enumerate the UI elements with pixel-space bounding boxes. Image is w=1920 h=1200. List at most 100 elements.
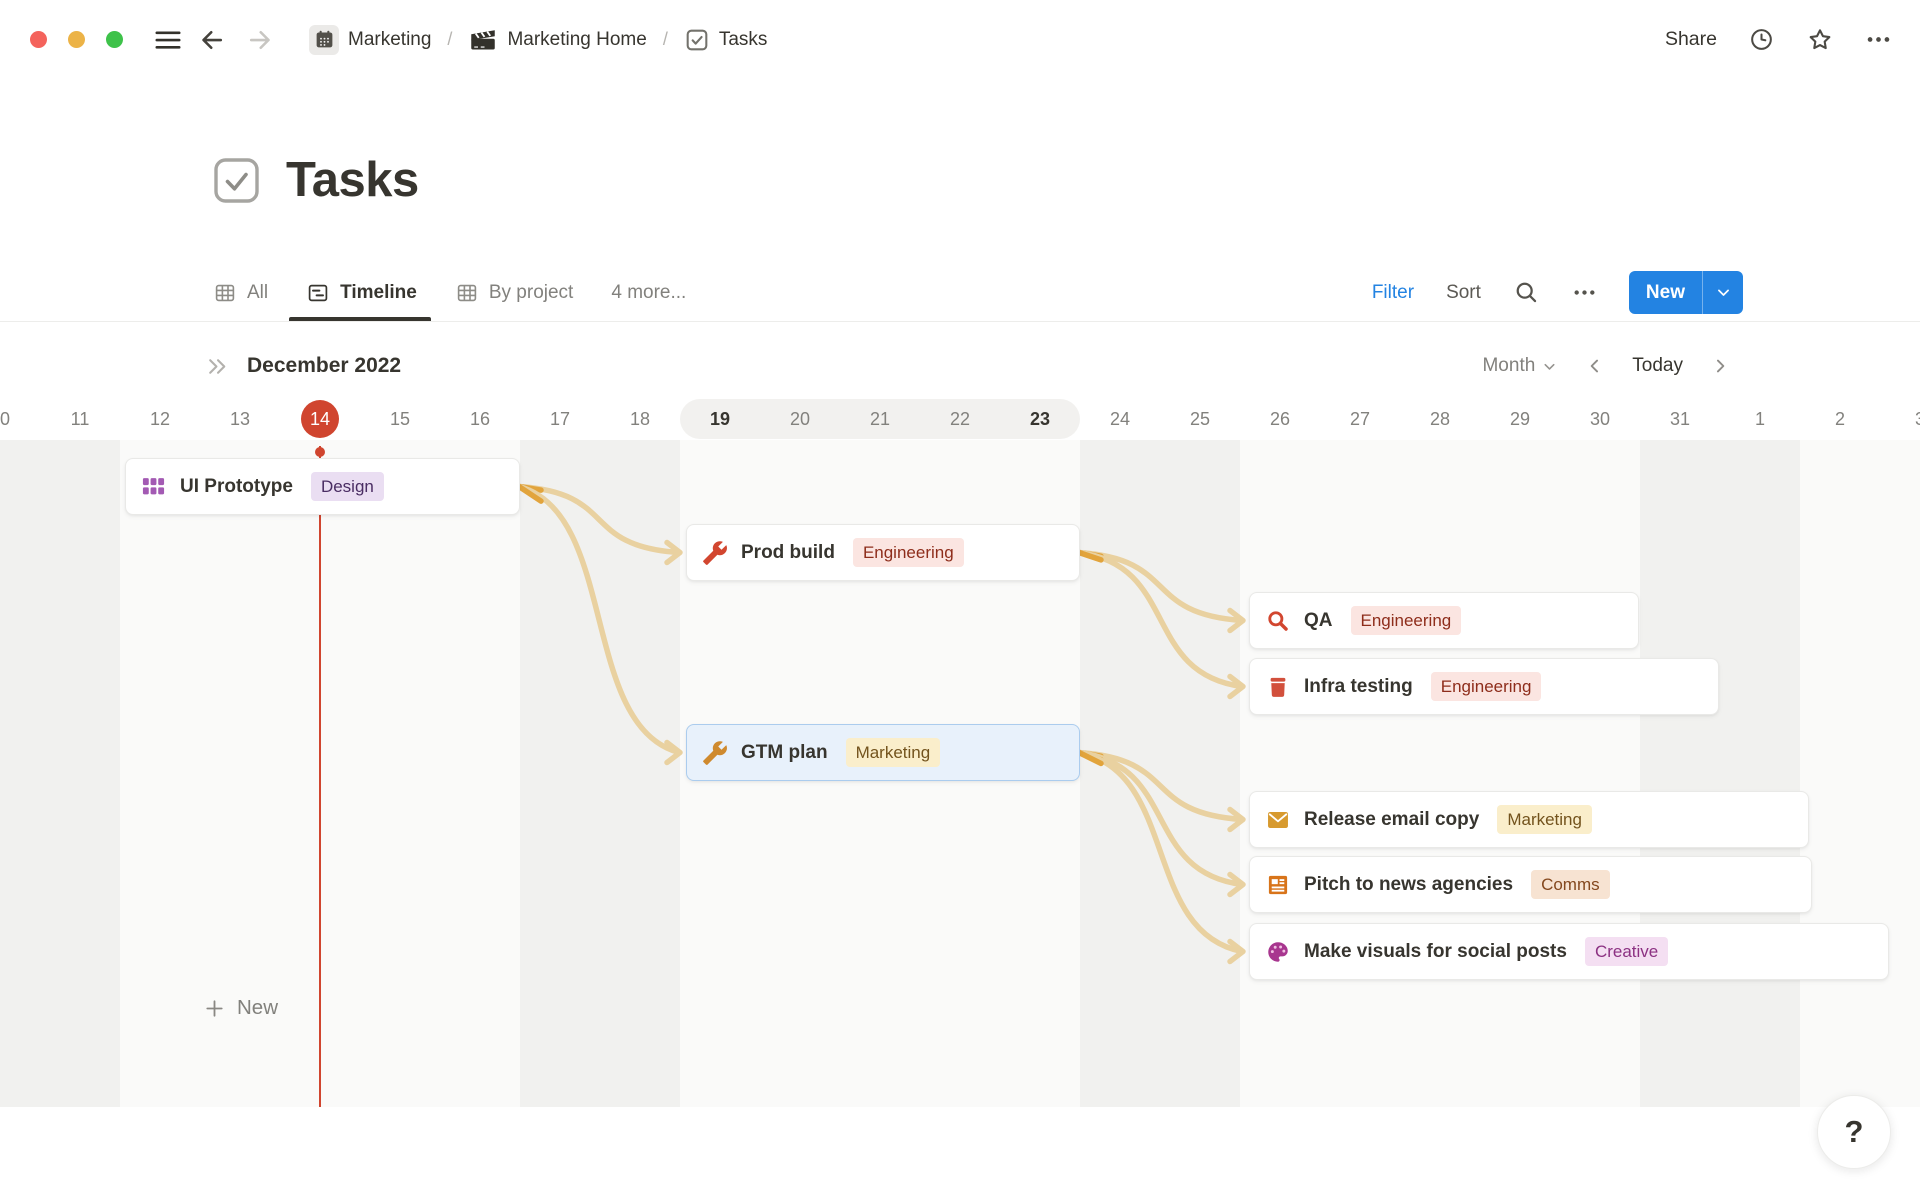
- team-badge: Engineering: [1430, 672, 1542, 701]
- star-icon[interactable]: [1806, 26, 1834, 54]
- task-card-release-email-copy[interactable]: Release email copy Marketing: [1249, 791, 1809, 848]
- help-button-label: ?: [1844, 1114, 1864, 1149]
- tab-4-more[interactable]: 4 more...: [611, 264, 686, 321]
- date-cell: 28: [1429, 409, 1451, 429]
- tab-all[interactable]: All: [213, 264, 268, 321]
- tabs-divider: [0, 321, 1920, 322]
- tab-label: Timeline: [340, 281, 417, 303]
- zoom-window-button[interactable]: [106, 31, 123, 48]
- breadcrumb-item-tasks[interactable]: Tasks: [680, 24, 772, 56]
- task-title: Make visuals for social posts: [1304, 940, 1567, 962]
- task-card-pitch-to-news-agencies[interactable]: Pitch to news agencies Comms: [1249, 856, 1812, 913]
- today-marker-dot: [315, 447, 325, 457]
- view-tabs: All Timeline By project 4 more...: [213, 264, 686, 321]
- search-icon[interactable]: [1513, 279, 1540, 306]
- weekend-column-shading: [1080, 440, 1240, 1107]
- window-controls: [30, 31, 123, 48]
- chevron-down-icon: [1541, 358, 1558, 375]
- page-title: Tasks: [286, 153, 419, 207]
- team-badge: Marketing: [845, 738, 941, 767]
- date-cell: 23: [1029, 409, 1051, 429]
- page-checkbox-icon[interactable]: [212, 156, 261, 205]
- date-cell: 30: [1589, 409, 1611, 429]
- today-marker-line: [319, 446, 321, 1107]
- double-chevron-right-icon[interactable]: [205, 354, 230, 379]
- date-cell: 16: [469, 409, 491, 429]
- minimize-window-button[interactable]: [68, 31, 85, 48]
- date-cell-today: 14: [301, 400, 339, 438]
- date-cell: 20: [789, 409, 811, 429]
- task-title: GTM plan: [741, 741, 828, 763]
- date-cell: 24: [1109, 409, 1131, 429]
- new-task-row-button[interactable]: New: [203, 996, 278, 1020]
- chevron-right-icon[interactable]: [1710, 356, 1730, 376]
- mail-icon: [1264, 806, 1291, 833]
- tab-label: 4 more...: [611, 281, 687, 303]
- sort-button[interactable]: Sort: [1446, 281, 1481, 303]
- task-title: QA: [1304, 609, 1333, 631]
- palette-icon: [1264, 938, 1291, 965]
- news-icon: [1264, 871, 1291, 898]
- date-cell: 2: [1834, 409, 1845, 429]
- tab-timeline[interactable]: Timeline: [289, 264, 431, 321]
- date-cell: 1: [1754, 409, 1765, 429]
- help-button[interactable]: ?: [1817, 1095, 1891, 1169]
- task-card-make-visuals-for-social-posts[interactable]: Make visuals for social posts Creative: [1249, 923, 1889, 980]
- more-options-icon[interactable]: [1865, 26, 1892, 53]
- date-cell: 12: [149, 409, 171, 429]
- task-card-qa[interactable]: QA Engineering: [1249, 592, 1639, 649]
- checkbox-icon: [684, 27, 710, 53]
- box-icon: [1264, 673, 1291, 700]
- table-icon: [455, 281, 479, 305]
- date-cell: 13: [229, 409, 251, 429]
- date-cell: 26: [1269, 409, 1291, 429]
- team-badge: Design: [310, 472, 384, 501]
- date-cell: 18: [629, 409, 651, 429]
- sidebar-menu-icon[interactable]: [153, 25, 183, 55]
- task-card-infra-testing[interactable]: Infra testing Engineering: [1249, 658, 1719, 715]
- clapperboard-icon: [468, 25, 498, 55]
- breadcrumb: Marketing / Marketing Home / Tasks: [305, 22, 771, 58]
- date-cell: 10: [0, 409, 11, 429]
- tab-label: By project: [488, 281, 574, 303]
- today-button[interactable]: Today: [1632, 355, 1683, 376]
- window-titlebar: Marketing / Marketing Home / Tasks Share: [0, 0, 1920, 79]
- breadcrumb-label: Marketing: [348, 28, 432, 50]
- date-cell: 31: [1669, 409, 1691, 429]
- timeline-dates-row: 1011121314151617181920212223242526272829…: [0, 398, 1920, 440]
- filter-button[interactable]: Filter: [1371, 281, 1415, 303]
- clock-icon[interactable]: [1748, 26, 1775, 53]
- share-button[interactable]: Share: [1664, 28, 1717, 50]
- breadcrumb-label: Tasks: [718, 28, 768, 50]
- date-cell: 21: [869, 409, 891, 429]
- tab-label: All: [247, 281, 269, 303]
- weekend-column-shading: [1640, 440, 1800, 1107]
- forward-arrow-icon[interactable]: [245, 25, 275, 55]
- wrench-icon: [701, 739, 728, 766]
- close-window-button[interactable]: [30, 31, 47, 48]
- task-card-ui-prototype[interactable]: UI Prototype Design: [125, 458, 520, 515]
- timeline-body: New UI Prototype Design Prod build Engineer…: [0, 440, 1920, 1107]
- table-icon: [213, 281, 237, 305]
- team-badge: Comms: [1531, 870, 1610, 899]
- view-options-icon[interactable]: [1572, 280, 1597, 305]
- date-cell: 17: [549, 409, 571, 429]
- date-cell: 3: [1914, 409, 1920, 429]
- breadcrumb-item-marketing[interactable]: Marketing: [305, 22, 435, 58]
- new-button[interactable]: New: [1628, 271, 1743, 314]
- chevron-left-icon[interactable]: [1585, 356, 1605, 376]
- timeline-scale-select[interactable]: Month: [1482, 355, 1558, 377]
- magnifier-icon: [1264, 607, 1291, 634]
- task-card-gtm-plan[interactable]: GTM plan Marketing: [686, 724, 1080, 781]
- task-title: Infra testing: [1304, 675, 1413, 697]
- new-button-chevron-down-icon[interactable]: [1703, 271, 1743, 314]
- team-badge: Marketing: [1497, 805, 1592, 834]
- task-card-prod-build[interactable]: Prod build Engineering: [686, 524, 1080, 581]
- new-button-label[interactable]: New: [1645, 281, 1685, 303]
- breadcrumb-item-marketing-home[interactable]: Marketing Home: [464, 22, 650, 58]
- back-arrow-icon[interactable]: [197, 25, 227, 55]
- tab-by-project[interactable]: By project: [455, 264, 573, 321]
- task-title: Pitch to news agencies: [1304, 873, 1514, 895]
- date-cell: 19: [709, 409, 731, 429]
